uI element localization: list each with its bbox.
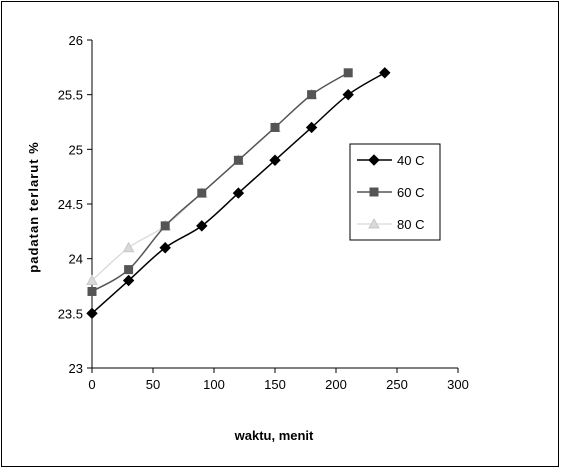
data-point (122, 274, 135, 287)
data-point (232, 187, 245, 199)
x-tick-label: 0 (88, 377, 95, 392)
data-point (305, 121, 318, 134)
x-axis-ticks: 0 50 100 150 200 250 300 (88, 368, 469, 392)
series-line (91, 72, 349, 293)
data-point (270, 122, 280, 132)
legend-entry: 60 C (357, 185, 424, 200)
series-40-c (86, 67, 391, 320)
legend-label: 40 C (397, 153, 424, 168)
data-point (122, 241, 135, 253)
legend-label: 60 C (397, 185, 424, 200)
x-tick-label: 200 (325, 377, 347, 392)
y-tick-label: 25.5 (58, 88, 83, 103)
legend-marker (368, 154, 380, 166)
data-point (269, 154, 281, 166)
data-point (342, 88, 354, 101)
legend-entry: 40 C (357, 153, 424, 168)
data-point (233, 155, 243, 165)
series-layer (86, 67, 391, 320)
x-tick-label: 300 (447, 377, 469, 392)
data-point (160, 221, 170, 231)
data-point (343, 68, 353, 78)
series-60-c (87, 68, 353, 296)
data-point (307, 90, 317, 100)
data-point (379, 67, 391, 79)
y-axis-ticks: 23 23.5 24 24.5 25 25.5 26 (58, 33, 92, 376)
legend: 40 C 60 C 80 C (349, 143, 441, 241)
x-tick-label: 100 (203, 377, 225, 392)
data-point (86, 274, 98, 286)
data-point (159, 242, 171, 254)
data-point (87, 286, 97, 296)
y-axis-title: padatan terlarut % (26, 141, 41, 272)
data-point (196, 220, 208, 232)
legend-label: 80 C (397, 217, 424, 232)
y-tick-label: 24.5 (58, 197, 83, 212)
x-tick-label: 150 (264, 377, 286, 392)
y-tick-label: 25 (69, 142, 83, 157)
series-80-c (86, 88, 318, 286)
legend-entry: 80 C (357, 217, 424, 232)
legend-marker (369, 187, 379, 197)
x-tick-label: 50 (146, 377, 160, 392)
data-point (124, 265, 134, 275)
data-point (86, 307, 98, 320)
y-tick-label: 23 (69, 361, 83, 376)
data-point (197, 188, 207, 198)
legend-marker (368, 217, 380, 229)
y-tick-label: 26 (69, 33, 83, 48)
y-tick-label: 23.5 (58, 306, 83, 321)
y-tick-label: 24 (69, 252, 83, 267)
x-tick-label: 250 (386, 377, 408, 392)
x-axis-title: waktu, menit (234, 428, 314, 443)
